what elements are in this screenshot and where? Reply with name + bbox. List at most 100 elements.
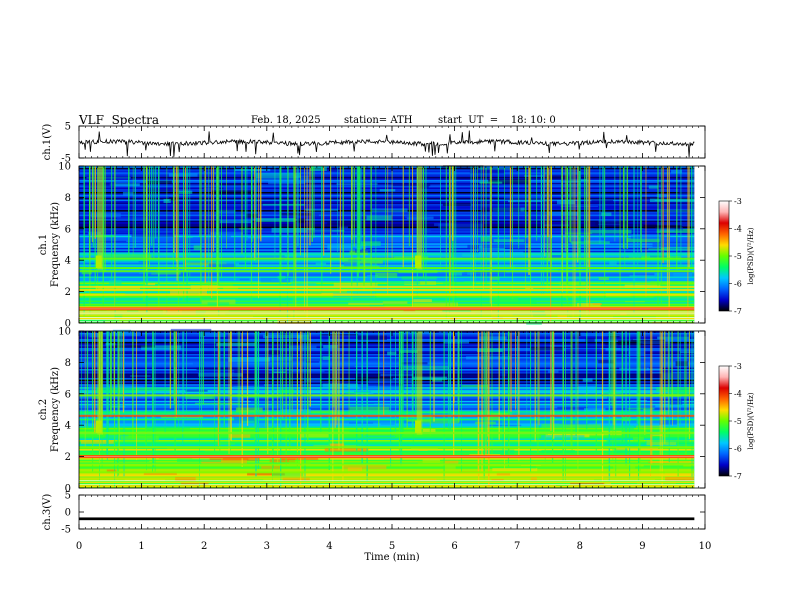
texture-patch [255, 177, 299, 182]
texture-patch [260, 277, 291, 283]
texture-patch [145, 283, 156, 286]
signal-band [79, 414, 695, 417]
frequency-strip [79, 332, 695, 335]
frequency-strip [79, 242, 695, 245]
texture-patch [281, 457, 319, 461]
frequency-strip [79, 350, 695, 353]
ch2-spectrogram [79, 328, 705, 489]
frequency-strip [79, 256, 695, 259]
texture-patch [220, 379, 249, 381]
texture-patch [109, 183, 140, 187]
y-tick-label: 5 [65, 491, 71, 502]
frequency-strip [79, 250, 695, 253]
texture-patch [491, 478, 504, 482]
frequency-strip [79, 303, 695, 306]
texture-patch [203, 187, 217, 190]
texture-patch [255, 173, 301, 178]
colorbar-tick-label: -6 [734, 280, 742, 289]
texture-patch [250, 398, 291, 402]
texture-patch [80, 440, 114, 444]
texture-patch [80, 259, 108, 262]
frequency-strip [79, 368, 695, 371]
texture-patch [622, 198, 655, 201]
frequency-strip [79, 238, 695, 241]
colorbar-tick-label: -4 [734, 390, 742, 399]
ch1-channel-label: ch.1 [38, 234, 49, 256]
texture-patch [564, 277, 598, 279]
texture-patch [349, 429, 395, 434]
texture-patch [577, 303, 601, 307]
texture-patch [301, 343, 323, 347]
texture-patch [380, 422, 395, 425]
frequency-strip [79, 200, 695, 203]
frequency-strip [79, 355, 695, 357]
y-tick-label: 6 [65, 389, 71, 400]
strong-signal-core [79, 308, 695, 310]
texture-patch [524, 287, 534, 289]
texture-patch [540, 267, 558, 272]
texture-patch [503, 196, 545, 199]
frequency-strip [79, 477, 695, 480]
frequency-strip [79, 438, 695, 440]
texture-patch [380, 373, 414, 377]
texture-patch [248, 235, 260, 239]
frequency-strip [79, 224, 695, 227]
axis-ticks [78, 125, 706, 530]
texture-patch [549, 192, 565, 195]
texture-patch [590, 229, 632, 234]
texture-patch [481, 207, 521, 213]
frequency-strip [79, 203, 695, 206]
y-tick-label: 4 [65, 256, 71, 267]
texture-patch [619, 367, 649, 371]
texture-patch [432, 485, 447, 487]
texture-patch [602, 205, 629, 210]
texture-patch [493, 239, 525, 243]
frequency-strip [79, 282, 695, 285]
texture-patch [105, 254, 152, 259]
texture-patch [375, 286, 391, 292]
texture-patch [651, 437, 690, 443]
frequency-strip [79, 197, 695, 200]
texture-patch [670, 389, 689, 395]
frequency-strip [79, 392, 695, 395]
texture-patch [421, 413, 452, 415]
station-label: station= ATH [344, 115, 413, 126]
texture-patch [95, 234, 114, 238]
texture-patch [524, 175, 544, 177]
texture-patch [438, 223, 483, 228]
texture-patch [393, 256, 429, 259]
texture-patch [477, 167, 511, 170]
frequency-strip [79, 389, 695, 392]
frequency-strip [79, 344, 695, 347]
texture-patch [114, 345, 156, 348]
x-tick-label: 3 [264, 541, 270, 552]
texture-patch [130, 375, 151, 377]
colorbar-tick-label: -7 [734, 307, 742, 316]
texture-patch [235, 407, 263, 413]
texture-patch [650, 255, 668, 258]
texture-patch [392, 183, 431, 187]
texture-patch [462, 385, 489, 388]
texture-patch [391, 228, 432, 233]
frequency-strip [79, 424, 695, 427]
texture-patch [557, 406, 588, 410]
texture-patch [656, 387, 695, 392]
texture-patch [571, 393, 584, 396]
frequency-strip [79, 319, 695, 322]
frequency-strip [79, 400, 695, 403]
y-tick-label: 6 [65, 224, 71, 235]
frequency-strip [79, 262, 695, 265]
texture-patch [631, 339, 666, 342]
frequency-strip [79, 395, 695, 398]
texture-patch [405, 215, 428, 219]
texture-patch [234, 369, 269, 374]
texture-patch [333, 282, 378, 287]
frequency-strip [79, 331, 695, 333]
texture-patch [562, 424, 601, 428]
x-tick-label: 1 [138, 541, 144, 552]
strong-signal-core [79, 456, 695, 458]
texture-patch [290, 314, 330, 317]
texture-patch [652, 415, 661, 419]
ch1-spectrogram [79, 165, 705, 325]
y-tick-label: -5 [61, 154, 71, 165]
